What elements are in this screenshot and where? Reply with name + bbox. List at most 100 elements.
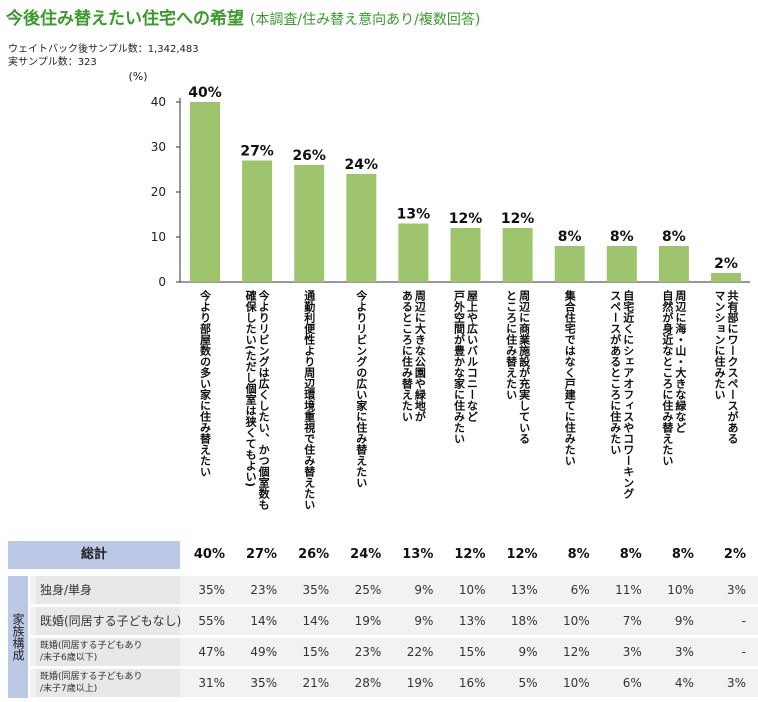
subtitle-text: (本調査/住み替え意向あり/複数回答) — [249, 12, 481, 28]
table-cell: 7% — [622, 614, 642, 628]
table-cell: 9% — [674, 614, 694, 628]
table-cell: 25% — [354, 583, 382, 597]
bar-value-label: 8% — [558, 229, 582, 245]
group-label: 家族構成 — [8, 576, 28, 698]
total-cell: 24% — [350, 547, 382, 562]
total-cell: 8% — [619, 547, 642, 562]
table-cell: 49% — [250, 645, 278, 659]
total-cell: 2% — [723, 547, 746, 562]
table-cell: 3% — [726, 676, 746, 690]
table-cell: 35% — [250, 676, 278, 690]
table-cell: 19% — [406, 676, 434, 690]
table-cell: 6% — [570, 583, 590, 597]
category-label: 周辺に大きな公園や緑地が あるところに住み替えたい — [400, 290, 427, 422]
total-cell: 13% — [402, 547, 434, 562]
row-label: 既婚(同居する子どもあり /末子7歳以上) — [36, 669, 180, 697]
table-cell: - — [741, 614, 746, 628]
table-cell: 18% — [510, 614, 538, 628]
table-cell: 35% — [302, 583, 330, 597]
title-text: 今後住み替えたい住宅への希望 — [6, 9, 244, 29]
table-cell: 13% — [510, 583, 538, 597]
table-cell: 3% — [622, 645, 642, 659]
bar — [711, 273, 741, 282]
bar-value-label: 2% — [714, 256, 738, 272]
table-cell: 3% — [674, 645, 694, 659]
table-cell: 47% — [198, 645, 225, 659]
total-cells: 40% 27% 26% 24% 13% 12% 12% 8% 8% 8% 2% — [180, 541, 758, 569]
y-tick-label: 30 — [151, 140, 166, 154]
table-cell: 13% — [458, 614, 486, 628]
bar — [606, 246, 637, 282]
bar — [398, 223, 429, 282]
row-label: 独身/単身 — [36, 576, 180, 604]
y-axis-label: (%) — [128, 70, 147, 83]
bar-value-label: 12% — [501, 211, 535, 227]
bar — [346, 174, 377, 282]
total-row: 総計 40% 27% 26% 24% 13% 12% 12% 8% 8% 8% 2% — [0, 541, 758, 569]
total-cell: 12% — [506, 547, 538, 562]
total-cell: 40% — [193, 547, 225, 562]
table-cell: 19% — [354, 614, 382, 628]
bar-chart: 0 10 20 30 40 (%) 40% 27% 26% 24% 13% 12% 12% 8% 8% 8% 2… — [128, 70, 750, 289]
row-label: 既婚(同居する子どもあり /末子6歳以下) — [36, 638, 180, 666]
total-cell: 12% — [454, 547, 486, 562]
table-cell: 15% — [458, 645, 486, 659]
bar — [190, 102, 220, 282]
table-row: 既婚(同居する子どもあり /末子7歳以上) 31% 35% 21% 28% 19% 16% 5… — [30, 669, 758, 697]
bar-value-label: 27% — [240, 144, 274, 160]
total-cell: 8% — [567, 547, 590, 562]
table-cell: 11% — [615, 583, 642, 597]
table-cell: 10% — [563, 614, 590, 628]
chart-title: 今後住み替えたい住宅への希望 (本調査/住み替え意向あり/複数回答) — [6, 4, 480, 29]
category-label: 屋上や広いバルコニーなど 戸外空間が豊かな家に住みたい — [452, 290, 479, 444]
bar — [554, 246, 585, 282]
total-cell: 27% — [245, 547, 278, 562]
y-tick-label: 40 — [151, 95, 166, 109]
table-cell: 14% — [302, 614, 330, 628]
table-cell: 9% — [518, 645, 538, 659]
category-label: 集合住宅ではなく戸建てに住みたい — [563, 290, 577, 466]
bar-value-label: 40% — [188, 85, 222, 101]
table-cell: 23% — [354, 645, 382, 659]
category-label: 今よりリビングは広くしたい、かつ個室数も 確保したい(ただし個室は狭くてもよい) — [244, 290, 271, 510]
bar-value-label: 12% — [449, 211, 483, 227]
total-cell: 26% — [298, 547, 330, 562]
category-label: 周辺に海・山・大きな緑など 自然が身近なところに住み替えたい — [660, 290, 687, 466]
table-cell: 14% — [250, 614, 278, 628]
table-cell: 3% — [726, 583, 746, 597]
category-label: 今よりリビングの広い家に住み替えたい — [354, 290, 368, 488]
category-label: 周辺に商業施設が充実している ところに住み替えたい — [504, 290, 531, 444]
y-tick-label: 20 — [151, 185, 166, 199]
bar-value-label: 26% — [292, 148, 326, 164]
bar — [294, 165, 325, 282]
table-cell: 10% — [458, 583, 486, 597]
table-cell: 10% — [563, 676, 590, 690]
bar — [658, 246, 689, 282]
category-label: 通勤利便性より周辺環境重視で住み替えたい — [302, 290, 316, 510]
table-cell: 9% — [414, 614, 434, 628]
table-cell: 31% — [198, 676, 225, 690]
row-label: 既婚(同居する子どもなし) — [36, 607, 181, 635]
bar-value-label: 13% — [397, 207, 431, 223]
table-row: 既婚(同居する子どもあり /末子6歳以下) 47% 49% 15% 23% 22% 15% 9… — [30, 638, 758, 666]
table-cell: 23% — [250, 583, 278, 597]
table-cell: 21% — [302, 676, 330, 690]
category-label: 自宅近くにシェアオフィスやコワーキング スペースがあるところに住みたい — [608, 290, 635, 499]
y-tick-label: 0 — [158, 275, 166, 289]
table-row: 既婚(同居する子どもなし) 55% 14% 14% 19% 9% 13% 18% 10% 7% 9%… — [30, 607, 758, 635]
table-cell: 55% — [198, 614, 225, 628]
bar-value-label: 24% — [345, 157, 379, 173]
table-cell: 6% — [622, 676, 642, 690]
table-cell: - — [741, 645, 746, 659]
table-cell: 35% — [198, 583, 225, 597]
bar — [450, 228, 481, 282]
table-cell: 15% — [302, 645, 330, 659]
table-cell: 10% — [667, 583, 694, 597]
category-label: 共有部にワークスペースがある マンションに住みたい — [713, 290, 739, 444]
total-label: 総計 — [8, 541, 180, 569]
sample-actual: 実サンプル数：323 — [8, 57, 97, 68]
bar — [502, 228, 533, 282]
table-cell: 16% — [458, 676, 486, 690]
sample-weighted: ウェイトバック後サンプル数：1,342,483 — [8, 44, 199, 55]
table-cell: 4% — [674, 676, 694, 690]
